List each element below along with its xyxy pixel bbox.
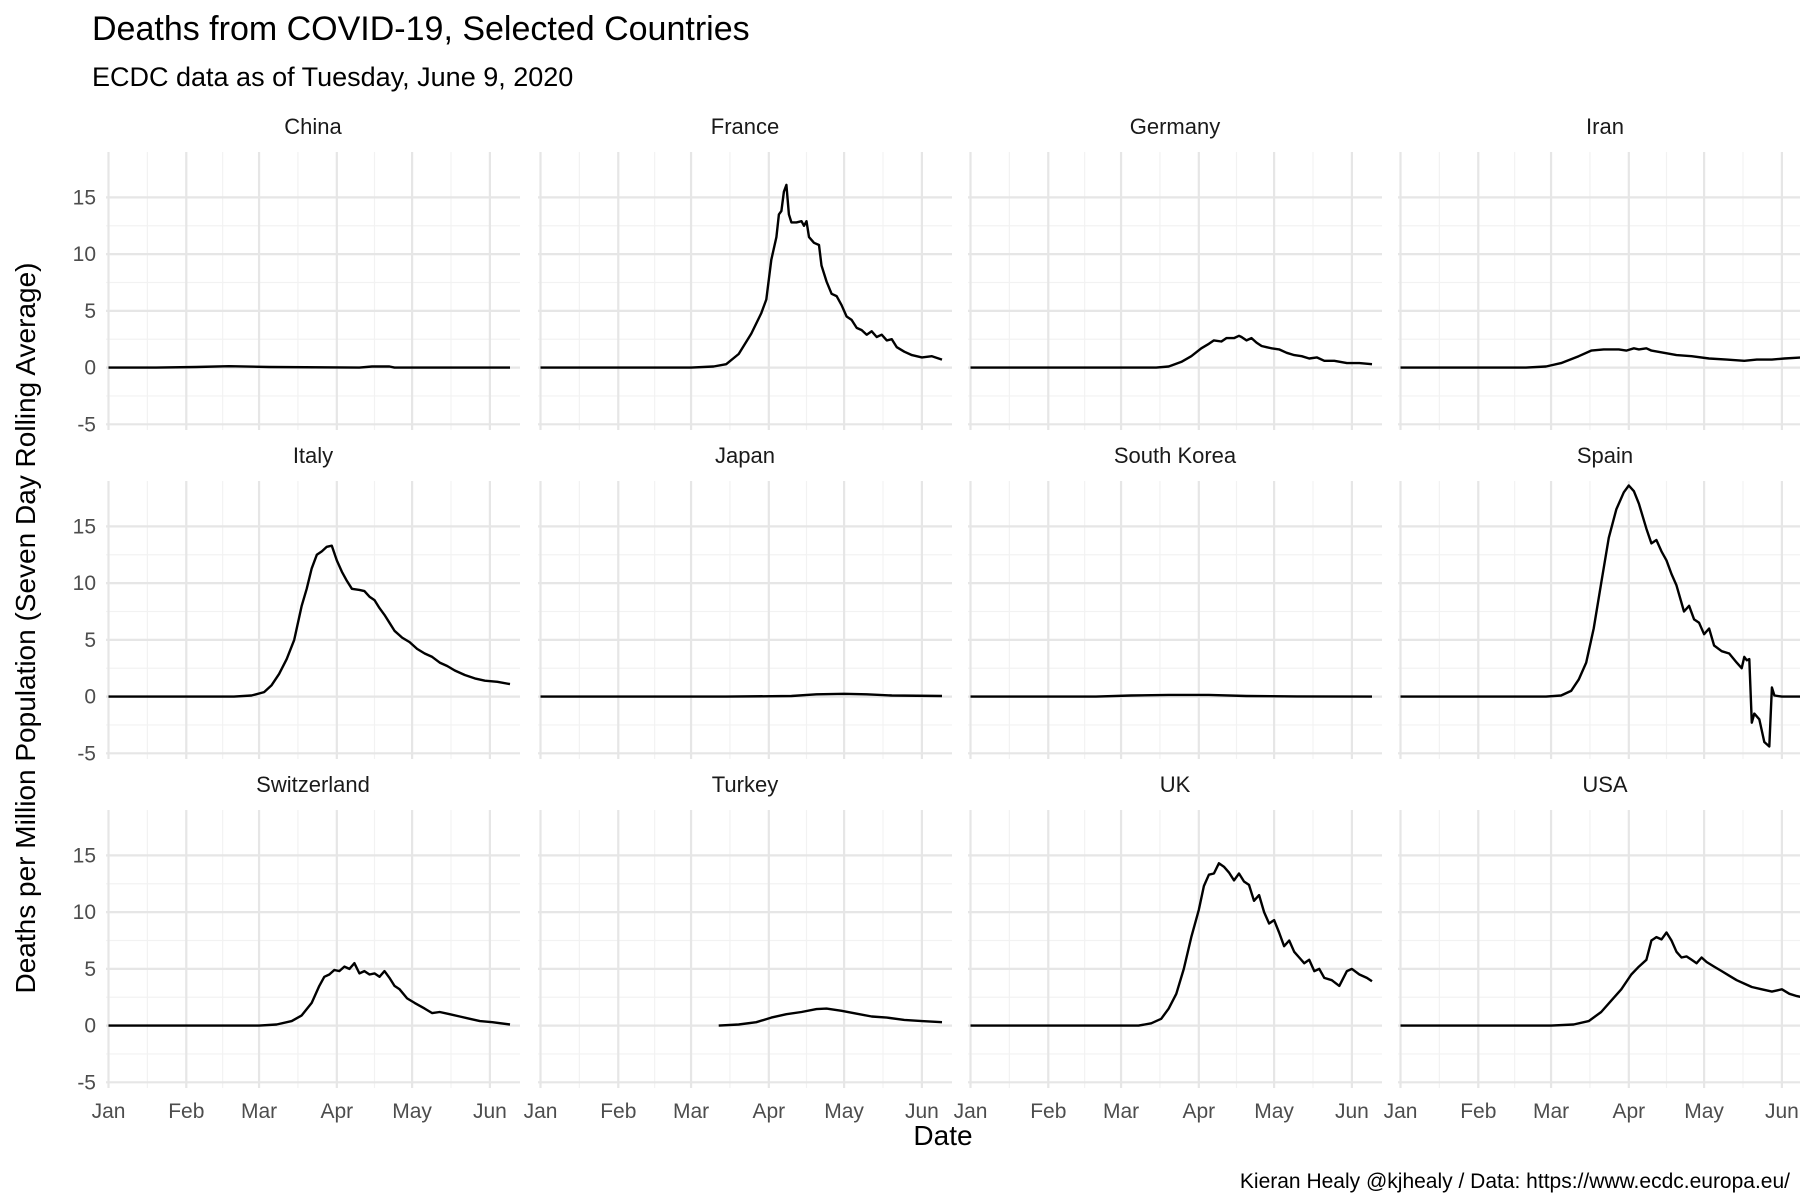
caption: Kieran Healy @kjhealy / Data: https://ww… [1240, 1170, 1790, 1193]
panel-turkey: Turkey Jan Feb Mar Apr May Jun [524, 772, 952, 1123]
panel-strip-label: South Korea [1114, 443, 1237, 468]
y-tick-label: 0 [84, 686, 96, 709]
series-line [540, 692, 943, 698]
panel-strip-label: Germany [1130, 114, 1220, 139]
y-tick-label: 5 [84, 629, 96, 652]
series-line [718, 1007, 943, 1027]
x-tick-label: Mar [1533, 1100, 1569, 1123]
series-line [540, 183, 943, 369]
series-line [108, 365, 510, 369]
panel-strip-label: Japan [715, 443, 775, 468]
panel-strip-label: Italy [293, 443, 333, 468]
x-tick-label: Jan [954, 1100, 988, 1123]
panel-strip-label: UK [1160, 772, 1191, 797]
series-line [108, 962, 511, 1027]
x-tick-label: Jan [524, 1100, 558, 1123]
series-line [1400, 931, 1800, 1027]
y-tick-label: 5 [84, 958, 96, 981]
y-tick-label: 10 [73, 572, 96, 595]
panel-strip-label: Switzerland [256, 772, 370, 797]
x-tick-label: Jun [1335, 1100, 1369, 1123]
x-tick-label: Apr [752, 1100, 785, 1123]
y-tick-label: 0 [84, 1015, 96, 1038]
x-tick-label: Feb [600, 1100, 636, 1123]
panel-japan: Japan [538, 443, 952, 759]
x-tick-label: Mar [241, 1100, 277, 1123]
x-tick-label: Feb [1460, 1100, 1496, 1123]
panel-switzerland: Switzerland -5 0 5 10 15 Jan Feb Mar Apr May Jun [73, 772, 520, 1123]
x-tick-label: Apr [320, 1100, 353, 1123]
chart-subtitle: ECDC data as of Tuesday, June 9, 2020 [92, 62, 573, 92]
x-tick-label: May [1254, 1100, 1294, 1123]
y-tick-label: 15 [73, 844, 96, 867]
series-line [970, 334, 1373, 369]
panels: China -5 0 5 10 15 France Germany Iran Italy -5 0 5 1… [73, 114, 1800, 1123]
panel-strip-label: USA [1582, 772, 1628, 797]
x-tick-label: Jun [473, 1100, 507, 1123]
y-tick-label: -5 [77, 1071, 96, 1094]
panel-iran: Iran [1398, 114, 1800, 430]
x-tick-label: Feb [1030, 1100, 1066, 1123]
y-tick-label: 10 [73, 901, 96, 924]
y-tick-label: -5 [77, 742, 96, 765]
panel-strip-label: Iran [1586, 114, 1624, 139]
x-tick-label: Mar [1103, 1100, 1139, 1123]
x-tick-label: Jan [92, 1100, 126, 1123]
panel-strip-label: Spain [1577, 443, 1633, 468]
panel-uk: UK Jan Feb Mar Apr May Jun [954, 772, 1382, 1123]
y-axis-title: Deaths per Million Population (Seven Day… [10, 263, 41, 994]
series-line [1400, 347, 1800, 369]
panel-china: China -5 0 5 10 15 [73, 114, 520, 436]
panel-south-korea: South Korea [968, 443, 1382, 759]
y-tick-label: 15 [73, 515, 96, 538]
series-line [970, 693, 1373, 698]
x-axis-title: Date [913, 1120, 972, 1151]
x-tick-label: May [392, 1100, 432, 1123]
series-line [1400, 484, 1800, 748]
x-tick-label: Mar [673, 1100, 709, 1123]
x-tick-label: Jan [1384, 1100, 1418, 1123]
panel-usa: USA Jan Feb Mar Apr May Jun [1384, 772, 1800, 1123]
panel-france: France [538, 114, 952, 430]
panel-spain: Spain [1398, 443, 1800, 759]
panel-strip-label: France [711, 114, 779, 139]
panel-strip-label: Turkey [712, 772, 778, 797]
x-tick-label: Apr [1612, 1100, 1645, 1123]
panel-germany: Germany [968, 114, 1382, 430]
panel-italy: Italy -5 0 5 10 15 [73, 443, 520, 765]
x-tick-label: Feb [168, 1100, 204, 1123]
x-tick-label: May [824, 1100, 864, 1123]
x-tick-label: May [1684, 1100, 1724, 1123]
panel-strip-label: China [284, 114, 342, 139]
x-tick-label: Jun [905, 1100, 939, 1123]
chart-title: Deaths from COVID-19, Selected Countries [92, 10, 750, 48]
y-tick-label: 0 [84, 357, 96, 380]
series-line [108, 544, 511, 698]
y-tick-label: 15 [73, 186, 96, 209]
y-tick-label: 5 [84, 300, 96, 323]
y-tick-label: 10 [73, 243, 96, 266]
series-line [970, 862, 1373, 1027]
x-tick-label: Jun [1765, 1100, 1799, 1123]
y-tick-label: -5 [77, 413, 96, 436]
x-tick-label: Apr [1182, 1100, 1215, 1123]
